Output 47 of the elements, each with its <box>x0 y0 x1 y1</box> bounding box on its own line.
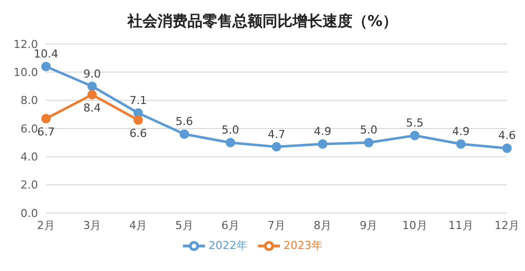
x-tick-label: 8月 <box>314 218 332 232</box>
point <box>87 82 97 91</box>
data-label: 5.5 <box>406 116 424 130</box>
data-label: 4.6 <box>498 129 516 142</box>
y-tick-label: 4.0 <box>20 150 38 164</box>
y-tick-label: 2.0 <box>20 178 38 192</box>
point <box>87 90 97 100</box>
data-label: 5.0 <box>360 124 378 137</box>
data-label: 6.6 <box>129 127 147 140</box>
y-tick-label: 10.0 <box>14 66 38 80</box>
data-label: 7.1 <box>129 94 147 108</box>
x-tick-label: 5月 <box>175 218 194 232</box>
point <box>272 142 282 152</box>
x-tick-label: 9月 <box>360 218 378 232</box>
y-tick-label: 8.0 <box>20 94 38 108</box>
data-label: 8.4 <box>83 102 101 115</box>
data-label: 9.0 <box>83 67 101 80</box>
x-tick-label: 4月 <box>129 218 148 232</box>
point <box>226 138 236 148</box>
x-tick-label: 12月 <box>494 218 520 232</box>
point <box>318 139 328 149</box>
data-label: 5.0 <box>222 124 240 137</box>
data-label: 4.7 <box>268 128 286 141</box>
point <box>133 115 143 125</box>
chart-title: 社会消费品零售总额同比增长速度（%） <box>126 11 399 32</box>
point <box>41 62 51 72</box>
point <box>410 130 420 140</box>
x-tick-label: 7月 <box>268 218 286 232</box>
y-tick-label: 0.0 <box>20 206 38 220</box>
data-label: 4.9 <box>452 124 470 138</box>
point <box>502 143 512 153</box>
point <box>364 138 374 148</box>
x-tick-label: 6月 <box>221 218 240 232</box>
y-tick-label: 6.0 <box>20 122 38 136</box>
legend-label: 2022年 <box>208 239 248 252</box>
point <box>41 114 51 124</box>
x-tick-label: 2月 <box>37 218 55 232</box>
point <box>180 129 190 139</box>
legend-label: 2023年 <box>284 239 322 252</box>
x-tick-label: 10月 <box>402 218 428 232</box>
data-label: 4.9 <box>314 124 332 138</box>
point <box>456 139 466 149</box>
data-label: 5.6 <box>176 115 194 128</box>
data-label: 6.7 <box>37 126 55 139</box>
point <box>133 108 143 118</box>
x-tick-label: 3月 <box>83 218 102 232</box>
x-tick-label: 11月 <box>448 218 474 232</box>
